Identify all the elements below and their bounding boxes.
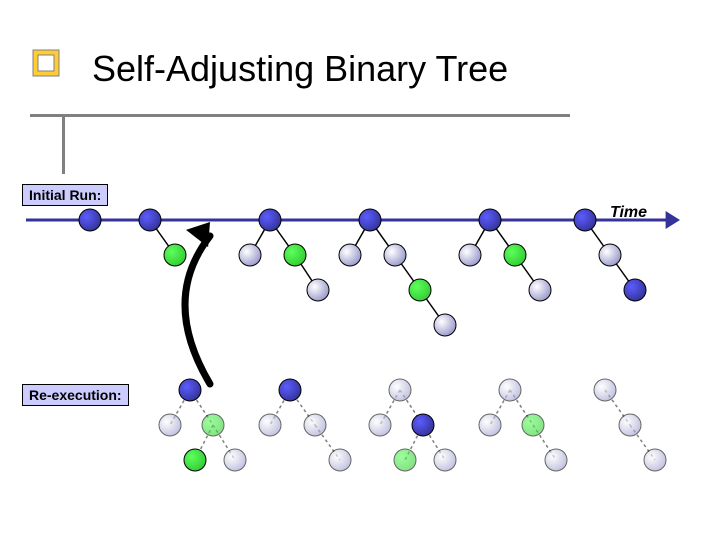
tree-node (284, 244, 306, 266)
tree-node (164, 244, 186, 266)
tree-node (202, 414, 224, 436)
tree-node (594, 379, 616, 401)
tree-node (409, 279, 431, 301)
tree-node (369, 414, 391, 436)
tree-node (599, 244, 621, 266)
tree-node (307, 279, 329, 301)
tree-node (184, 449, 206, 471)
tree-node (384, 244, 406, 266)
tree-node (329, 449, 351, 471)
tree-node (624, 279, 646, 301)
tree-node (434, 449, 456, 471)
tree-node (139, 209, 161, 231)
tree-node (619, 414, 641, 436)
slide-title: Self-Adjusting Binary Tree (92, 48, 508, 90)
tree-node (179, 379, 201, 401)
big-arrow (185, 236, 210, 384)
tree-node (339, 244, 361, 266)
tree-node (259, 209, 281, 231)
tree-node (644, 449, 666, 471)
initial-run-label: Initial Run: (22, 184, 108, 206)
tree-node (359, 209, 381, 231)
tree-node (499, 379, 521, 401)
time-label: Time (610, 204, 647, 222)
tree-node (459, 244, 481, 266)
tree-node (434, 314, 456, 336)
tree-node (389, 379, 411, 401)
tree-node (529, 279, 551, 301)
tree-node (504, 244, 526, 266)
tree-node (545, 449, 567, 471)
tree-node (479, 209, 501, 231)
big-arrow-head (186, 222, 210, 247)
tree-node (522, 414, 544, 436)
tree-node (224, 449, 246, 471)
tree-node (479, 414, 501, 436)
tree-node (394, 449, 416, 471)
tree-node (259, 414, 281, 436)
tree-node (79, 209, 101, 231)
tree-node (239, 244, 261, 266)
tree-node (279, 379, 301, 401)
slide: Self-Adjusting Binary Tree Initial Run: … (0, 0, 720, 540)
tree-node (159, 414, 181, 436)
tree-node (574, 209, 596, 231)
tree-node (412, 414, 434, 436)
tree-node (304, 414, 326, 436)
re-execution-label: Re-execution: (22, 384, 129, 406)
